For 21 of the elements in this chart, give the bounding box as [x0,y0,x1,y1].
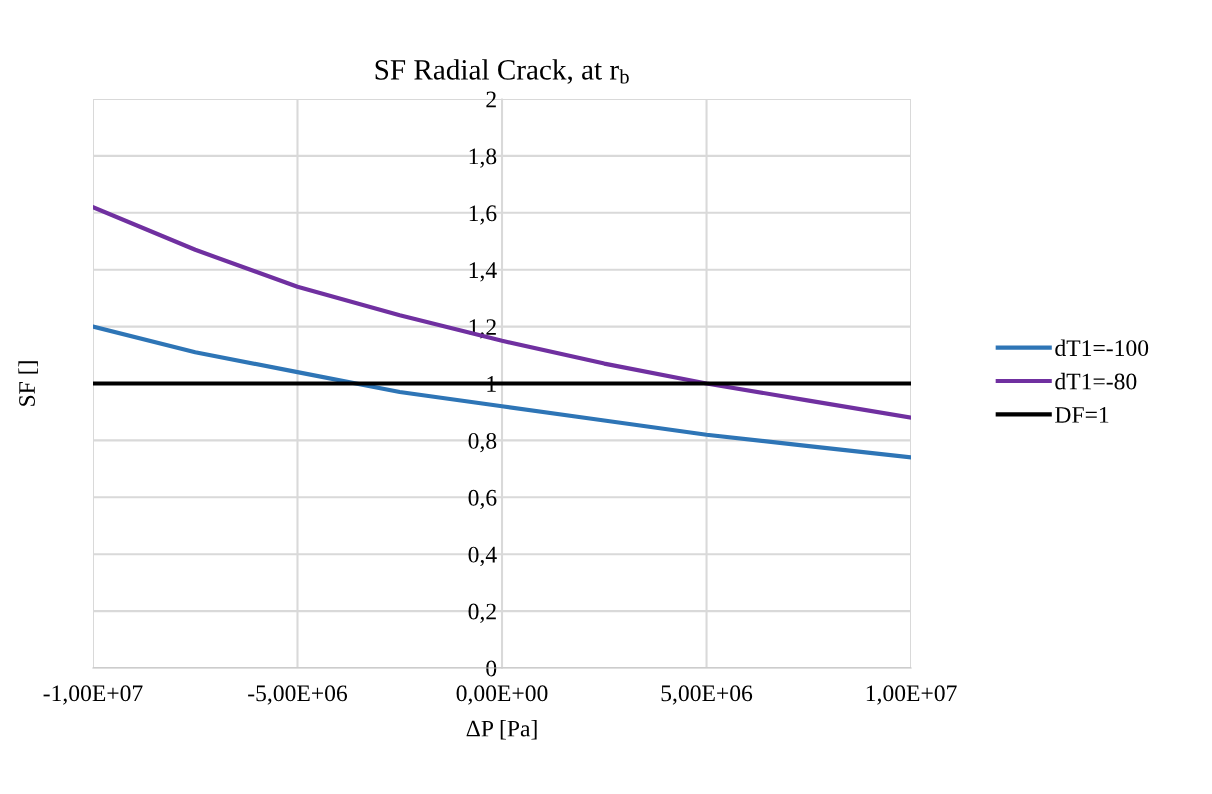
x-tick-label: -1,00E+07 [43,685,143,705]
y-tick-label: 0,6 [468,489,497,510]
x-tick-label: 1,00E+07 [866,685,957,705]
y-tick-label: 1,4 [469,262,497,282]
y-tick-label: 2 [486,91,496,108]
y-tick-label: 1,6 [469,205,497,225]
chart-title: SF Radial Crack, at r$_{b}$ [375,59,629,84]
y-tick-label: 0,4 [468,546,497,567]
y-tick-label: 0,8 [468,432,497,453]
x-axis-title: ΔP [Pa] [466,719,537,740]
x-tick-label: 0,00E+00 [456,685,548,705]
legend-label: dT1=-100 [1055,339,1149,357]
y-tick-label: 0 [486,660,497,677]
legend-label: dT1=-80 [1055,372,1137,390]
y-tick-label: 1,8 [469,148,497,168]
line-series [92,205,912,420]
legend-label: DF=1 [1055,407,1109,423]
y-tick-label: 0,2 [468,603,496,623]
y-axis-title: SF [] [18,361,38,406]
x-tick-label: -5,00E+06 [248,685,348,705]
x-tick-label: 5,00E+06 [661,685,753,705]
